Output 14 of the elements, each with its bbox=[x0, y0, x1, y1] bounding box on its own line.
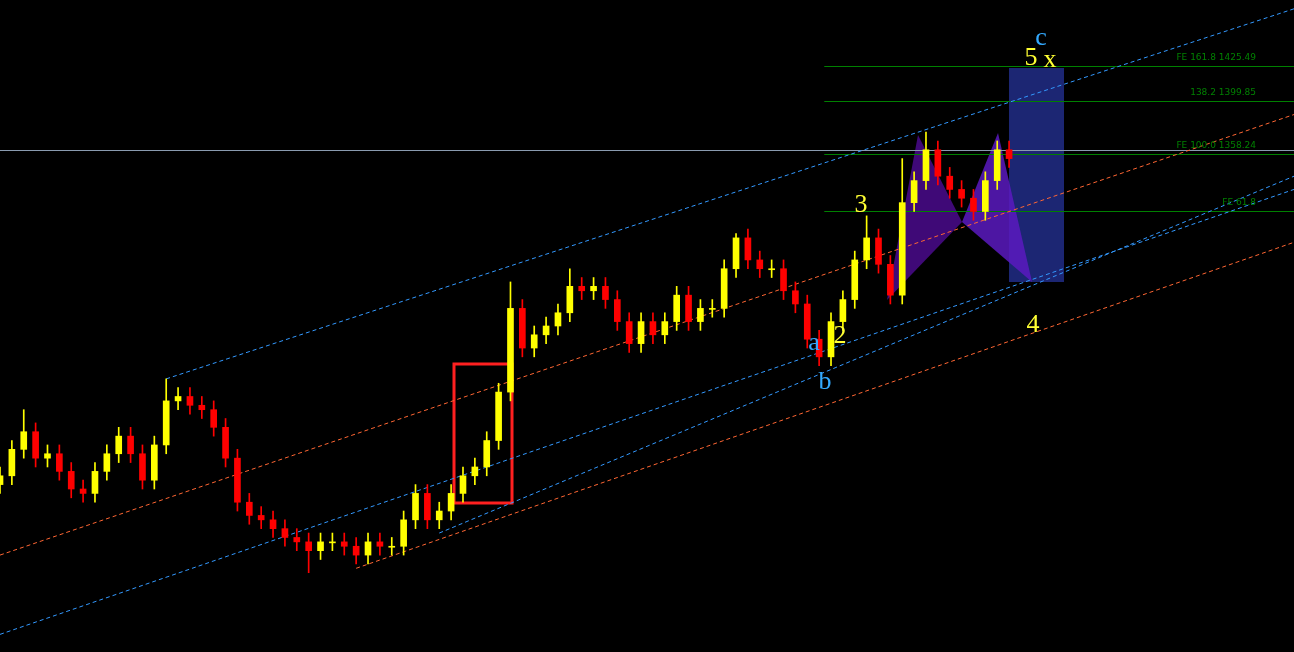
annotation: FE 161.8 1425.49 bbox=[1176, 51, 1257, 62]
annotation: 138.2 1399.85 bbox=[1190, 87, 1256, 98]
annotation: FE 61.8 bbox=[1222, 197, 1257, 208]
annotation: b bbox=[818, 365, 832, 395]
candlestick bbox=[388, 537, 396, 556]
candlestick bbox=[257, 506, 265, 529]
text: c bbox=[1035, 21, 1047, 51]
candlestick bbox=[578, 277, 586, 300]
annotation: 3 bbox=[854, 188, 868, 218]
annotation: 4 bbox=[1026, 308, 1040, 338]
candlestick bbox=[293, 528, 301, 552]
candlestick bbox=[198, 396, 206, 419]
candlestick bbox=[708, 299, 716, 318]
annotation: 2 bbox=[833, 319, 847, 349]
